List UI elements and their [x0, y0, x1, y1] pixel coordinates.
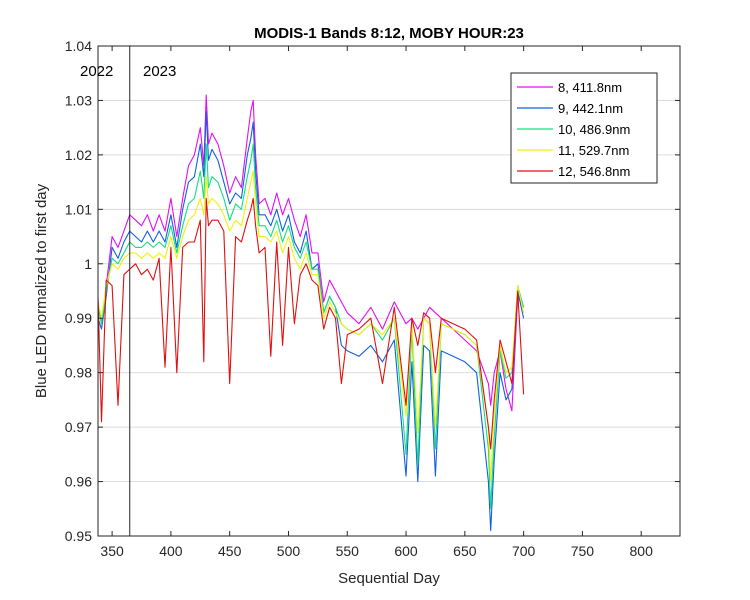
series-layer	[97, 94, 525, 532]
x-axis-ticks: 350 400 450 500 550 600 650 700 750 800	[100, 46, 653, 559]
x-tick-label: 750	[571, 543, 595, 559]
x-tick-label: 600	[394, 543, 418, 559]
x-tick-label: 450	[218, 543, 242, 559]
y-tick-label: 0.95	[65, 528, 92, 544]
annotation-year-2022: 2022	[80, 63, 113, 80]
legend-label: 11, 529.7nm	[558, 143, 629, 158]
y-tick-label: 1	[84, 256, 92, 272]
legend-label: 12, 546.8nm	[558, 164, 630, 179]
y-tick-label: 1.03	[65, 92, 92, 108]
x-tick-label: 400	[159, 543, 183, 559]
legend-box	[510, 72, 658, 184]
x-tick-label: 350	[100, 543, 124, 559]
chart-title: MODIS-1 Bands 8:12, MOBY HOUR:23	[254, 25, 524, 42]
y-tick-label: 1.02	[65, 147, 92, 163]
legend-label: 8, 411.8nm	[558, 80, 622, 95]
series-line-9	[97, 110, 525, 532]
series-line-12	[97, 197, 525, 450]
y-tick-label: 0.98	[65, 365, 92, 381]
x-tick-label: 550	[336, 543, 360, 559]
y-tick-label: 1.04	[65, 38, 92, 54]
legend: 8, 411.8nm 9, 442.1nm 10, 486.9nm 11, 529.7…	[510, 72, 658, 184]
x-tick-label: 800	[630, 543, 654, 559]
legend-label: 10, 486.9nm	[558, 122, 630, 137]
y-tick-label: 0.99	[65, 310, 92, 326]
y-axis-label: Blue LED normalized to first day	[33, 183, 50, 398]
series-line-11	[97, 170, 525, 483]
y-tick-label: 0.97	[65, 419, 92, 435]
series-line-8	[97, 94, 525, 412]
annotation-year-2023: 2023	[143, 63, 176, 80]
y-tick-label: 0.96	[65, 474, 92, 490]
x-tick-label: 650	[453, 543, 477, 559]
x-tick-label: 700	[512, 543, 536, 559]
y-axis-ticks: 0.95 0.96 0.97 0.98 0.99 1 1.01 1.02 1.03 1.04	[65, 38, 680, 544]
legend-label: 9, 442.1nm	[558, 101, 623, 116]
series-line-10	[97, 143, 525, 510]
plot-frame	[97, 45, 681, 537]
x-tick-label: 500	[277, 543, 301, 559]
y-tick-label: 1.01	[65, 201, 92, 217]
x-axis-label: Sequential Day	[338, 570, 440, 587]
